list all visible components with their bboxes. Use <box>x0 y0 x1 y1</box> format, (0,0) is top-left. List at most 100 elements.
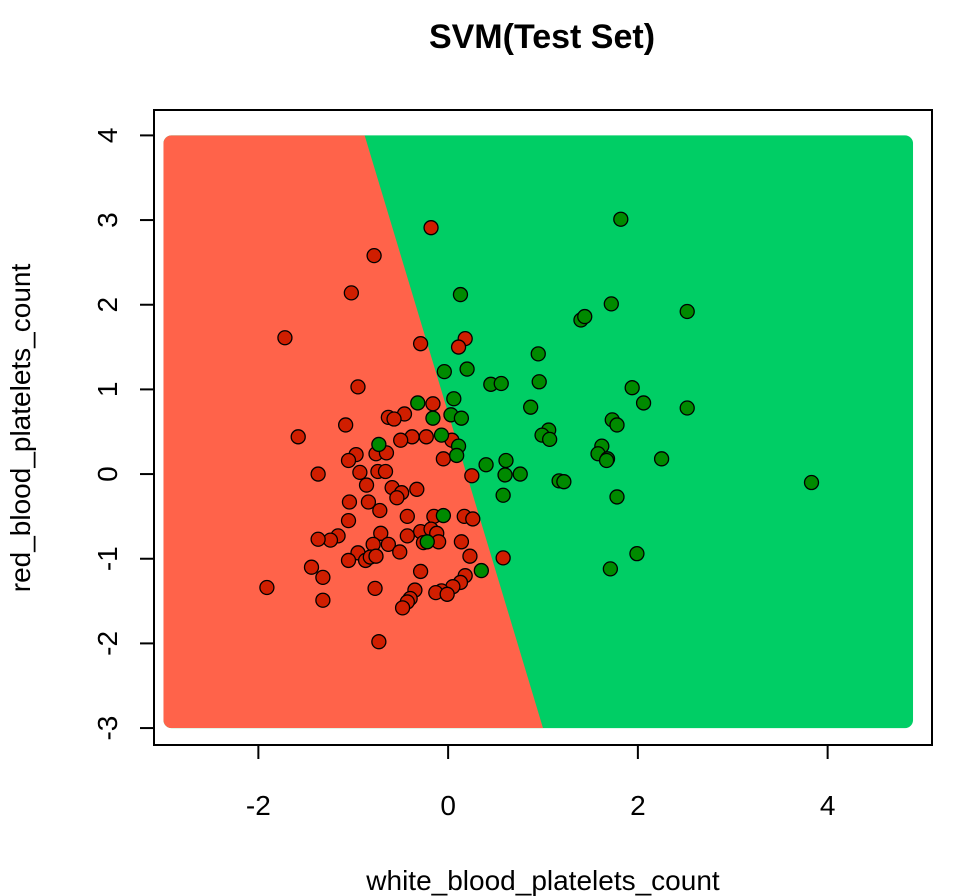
point-class-0 <box>373 525 389 541</box>
point-class-1 <box>497 467 513 483</box>
point-class-0 <box>350 379 366 395</box>
point-class-1 <box>410 395 426 411</box>
point-class-0 <box>341 494 358 510</box>
point-class-0 <box>392 544 408 560</box>
point-class-0 <box>368 548 384 564</box>
point-class-1 <box>577 308 593 325</box>
point-class-1 <box>425 410 441 426</box>
point-class-0 <box>259 579 275 596</box>
point-class-0 <box>343 285 359 301</box>
point-class-0 <box>435 451 452 467</box>
point-class-0 <box>464 468 480 484</box>
y-tick-label: -1 <box>92 546 123 571</box>
x-axis-label: white_blood_platelets_count <box>365 865 720 896</box>
point-class-1 <box>495 487 511 503</box>
point-class-1 <box>613 211 629 227</box>
region-class-0 <box>163 135 543 729</box>
point-class-1 <box>679 400 695 416</box>
x-tick-label: 2 <box>630 790 646 821</box>
point-class-0 <box>439 586 455 602</box>
point-class-0 <box>412 336 429 352</box>
x-tick-label: -2 <box>246 790 271 821</box>
point-class-0 <box>399 528 415 544</box>
point-class-1 <box>523 399 539 415</box>
point-class-1 <box>803 474 820 491</box>
point-class-1 <box>598 452 615 469</box>
point-class-0 <box>386 411 402 427</box>
point-class-1 <box>435 507 452 524</box>
point-class-0 <box>315 592 331 608</box>
y-axis-label: red_blood_platelets_count <box>5 264 36 593</box>
point-class-1 <box>453 410 470 426</box>
point-class-0 <box>418 429 434 445</box>
point-class-0 <box>425 396 441 412</box>
point-class-1 <box>512 466 528 482</box>
point-class-1 <box>609 489 625 505</box>
x-axis: -2 0 2 4 <box>246 744 836 821</box>
point-class-0 <box>380 536 396 552</box>
point-class-1 <box>459 361 475 377</box>
point-class-0 <box>340 552 357 569</box>
point-class-1 <box>624 380 640 396</box>
point-class-0 <box>389 490 405 506</box>
point-class-0 <box>394 600 411 616</box>
point-class-0 <box>358 477 375 493</box>
point-class-1 <box>449 447 465 464</box>
y-tick-label: 0 <box>92 466 123 482</box>
point-class-0 <box>310 531 326 547</box>
point-class-1 <box>478 457 494 473</box>
point-class-1 <box>609 417 625 433</box>
point-class-0 <box>372 502 388 519</box>
point-class-0 <box>409 481 425 497</box>
point-class-0 <box>290 429 306 445</box>
point-class-1 <box>473 562 489 579</box>
y-tick-label: 4 <box>92 128 123 144</box>
point-class-1 <box>419 534 435 550</box>
point-class-1 <box>556 474 572 490</box>
point-class-0 <box>360 494 377 510</box>
point-class-1 <box>653 451 670 467</box>
point-class-1 <box>433 427 450 443</box>
point-class-1 <box>436 363 452 380</box>
point-class-1 <box>530 346 546 362</box>
point-class-1 <box>446 391 462 407</box>
point-class-0 <box>340 452 357 469</box>
x-tick-label: 4 <box>820 790 836 821</box>
y-tick-label: -2 <box>92 631 123 656</box>
y-tick-label: 2 <box>92 297 123 313</box>
point-class-0 <box>462 548 478 564</box>
point-class-0 <box>277 330 293 346</box>
point-class-1 <box>602 561 619 577</box>
point-class-0 <box>495 550 511 566</box>
point-class-0 <box>366 247 382 264</box>
y-axis: -3 -2 -1 0 1 2 3 4 <box>92 128 155 741</box>
point-class-0 <box>367 580 383 597</box>
point-class-1 <box>635 395 652 411</box>
point-class-0 <box>340 512 357 529</box>
point-class-0 <box>310 466 326 482</box>
point-class-0 <box>465 511 481 527</box>
point-class-0 <box>371 634 387 650</box>
point-class-1 <box>493 375 509 392</box>
point-class-0 <box>393 432 409 448</box>
point-class-1 <box>498 452 514 469</box>
point-class-0 <box>399 508 415 525</box>
point-class-1 <box>541 431 558 448</box>
x-tick-label: 0 <box>440 790 456 821</box>
point-class-0 <box>315 569 331 586</box>
point-class-0 <box>352 464 368 481</box>
data-points <box>259 211 820 650</box>
point-class-0 <box>377 463 394 480</box>
point-class-0 <box>303 559 320 575</box>
chart-title: SVM(Test Set) <box>429 18 655 56</box>
point-class-1 <box>603 296 619 312</box>
point-class-1 <box>371 436 387 453</box>
point-class-1 <box>629 546 645 562</box>
y-tick-label: 3 <box>92 212 123 228</box>
y-tick-label: 1 <box>92 382 123 398</box>
point-class-0 <box>453 534 470 550</box>
point-class-1 <box>679 303 695 320</box>
point-class-0 <box>423 220 439 236</box>
point-class-1 <box>531 374 547 390</box>
